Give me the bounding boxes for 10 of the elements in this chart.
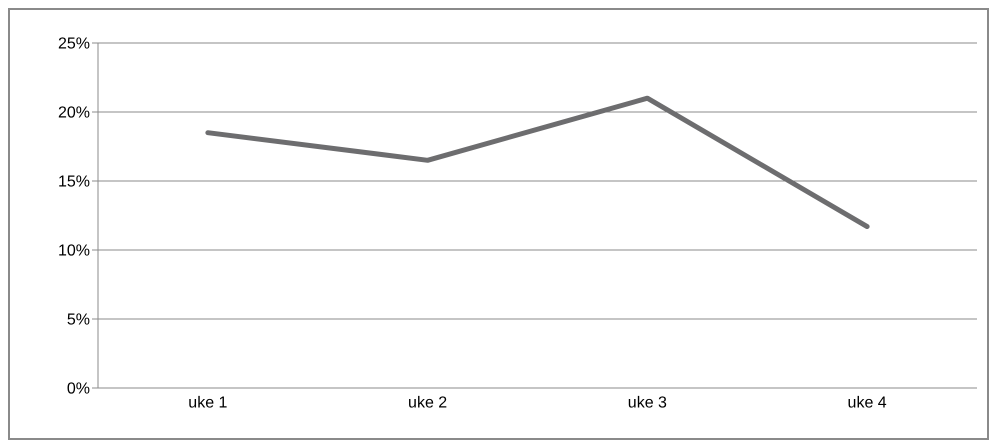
y-tick-label: 15% (58, 174, 90, 191)
y-tick-label: 20% (58, 104, 90, 122)
x-tick-label: uke 1 (188, 394, 228, 412)
x-tick-label: uke 3 (628, 394, 668, 412)
y-tick-label: 25% (58, 36, 90, 53)
x-tick-label: uke 2 (408, 394, 448, 412)
y-tick-label: 0% (66, 380, 90, 398)
x-tick-label: uke 4 (848, 394, 887, 412)
y-tick-label: 10% (58, 242, 90, 260)
y-tick-label: 5% (66, 312, 90, 329)
